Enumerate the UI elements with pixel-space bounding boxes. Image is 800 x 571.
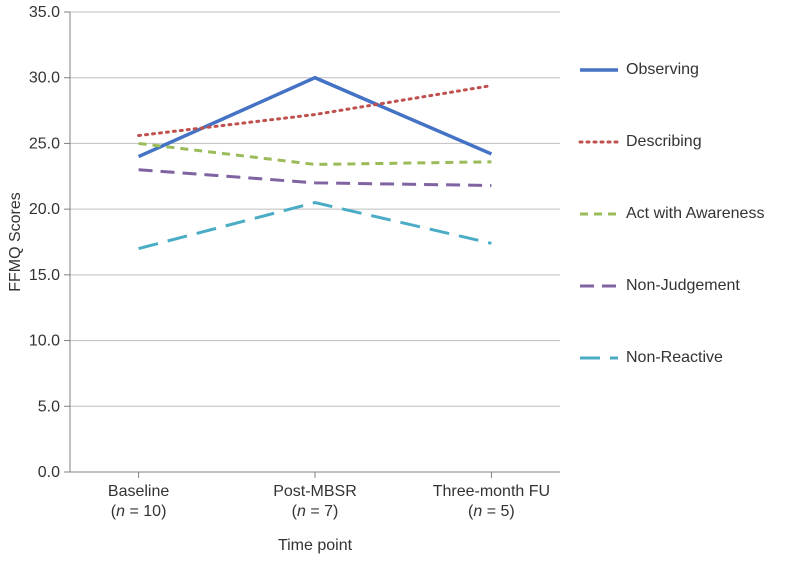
y-tick-label: 25.0 — [29, 135, 60, 152]
legend-label: Act with Awareness — [626, 205, 764, 222]
y-tick-label: 35.0 — [29, 4, 60, 21]
x-tick-label: Baseline — [108, 483, 169, 500]
legend-label: Observing — [626, 61, 699, 78]
y-tick-label: 15.0 — [29, 267, 60, 284]
legend-label: Non-Reactive — [626, 349, 723, 366]
y-tick-label: 20.0 — [29, 201, 60, 218]
y-tick-label: 0.0 — [38, 464, 60, 481]
y-axis-title: FFMQ Scores — [7, 192, 24, 292]
y-tick-label: 10.0 — [29, 333, 60, 350]
y-tick-label: 30.0 — [29, 70, 60, 87]
x-tick-sub: (n = 10) — [111, 503, 167, 520]
ffmq-line-chart: 0.0 5.0 10.0 15.0 20.0 25.0 30.0 35.0 Baseline (n… — [0, 0, 800, 566]
legend-label: Non-Judgement — [626, 277, 740, 294]
x-tick-sub: (n = 7) — [292, 503, 339, 520]
y-tick-label: 5.0 — [38, 398, 60, 415]
x-tick-sub: (n = 5) — [468, 503, 515, 520]
x-tick-label: Post-MBSR — [273, 483, 357, 500]
legend-label: Describing — [626, 133, 702, 150]
x-axis-title: Time point — [278, 537, 353, 554]
chart-svg: 0.0 5.0 10.0 15.0 20.0 25.0 30.0 35.0 Baseline (n… — [0, 0, 800, 566]
x-tick-label: Three-month FU — [433, 483, 550, 500]
